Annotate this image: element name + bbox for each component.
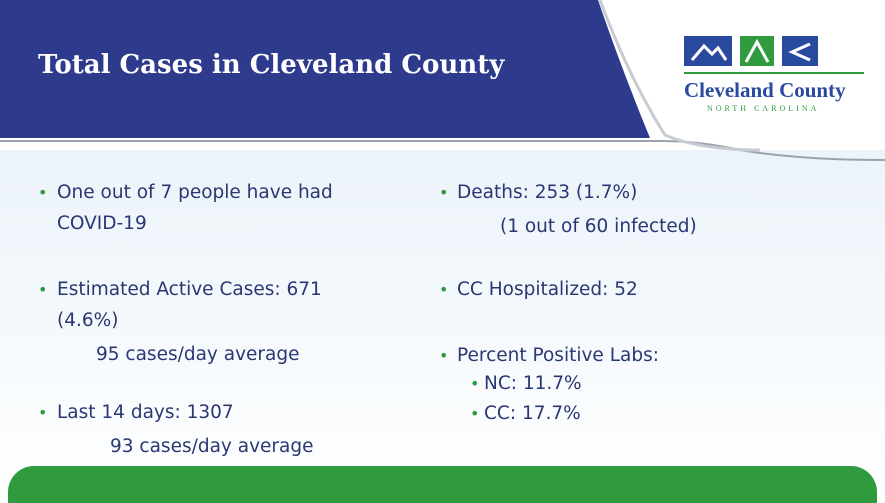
bullet-text: Last 14 days: 1307 [57, 402, 234, 423]
sub-bullet: • [470, 404, 480, 423]
bullet: • [38, 183, 48, 202]
logo-mark [788, 42, 811, 62]
bullet-text: COVID-19 [57, 213, 147, 234]
bullet-text: Deaths: 253 (1.7%) [457, 182, 638, 203]
bullet-text: Percent Positive Labs: [457, 345, 659, 366]
bullet-text: CC Hospitalized: 52 [457, 279, 638, 300]
sub-bullet: • [470, 374, 480, 393]
sub-bullet-text: NC: 11.7% [484, 373, 582, 394]
bullet-text: (4.6%) [57, 310, 119, 331]
bullet-detail: 95 cases/day average [96, 344, 300, 365]
bullet-text: Estimated Active Cases: 671 [57, 279, 322, 300]
title: Total Cases in Cleveland County [38, 50, 505, 80]
header-band [0, 0, 650, 138]
bullet: • [439, 280, 449, 299]
logo-name: Cleveland County [684, 78, 846, 102]
swoosh [598, 0, 761, 152]
bullet: • [38, 280, 48, 299]
bullet: • [439, 183, 449, 202]
footer-band [8, 466, 877, 503]
logo-state: NORTH CAROLINA [707, 104, 820, 113]
logo-mark [690, 43, 728, 61]
bullet-detail: 93 cases/day average [110, 436, 314, 457]
sub-bullet-text: CC: 17.7% [484, 403, 581, 424]
bullet: • [38, 403, 48, 422]
logo-mark [744, 38, 770, 63]
bullet: • [439, 346, 449, 365]
logo-icon [782, 36, 818, 66]
bullet-detail: (1 out of 60 infected) [500, 216, 697, 237]
bullet-text: One out of 7 people have had [57, 182, 333, 203]
